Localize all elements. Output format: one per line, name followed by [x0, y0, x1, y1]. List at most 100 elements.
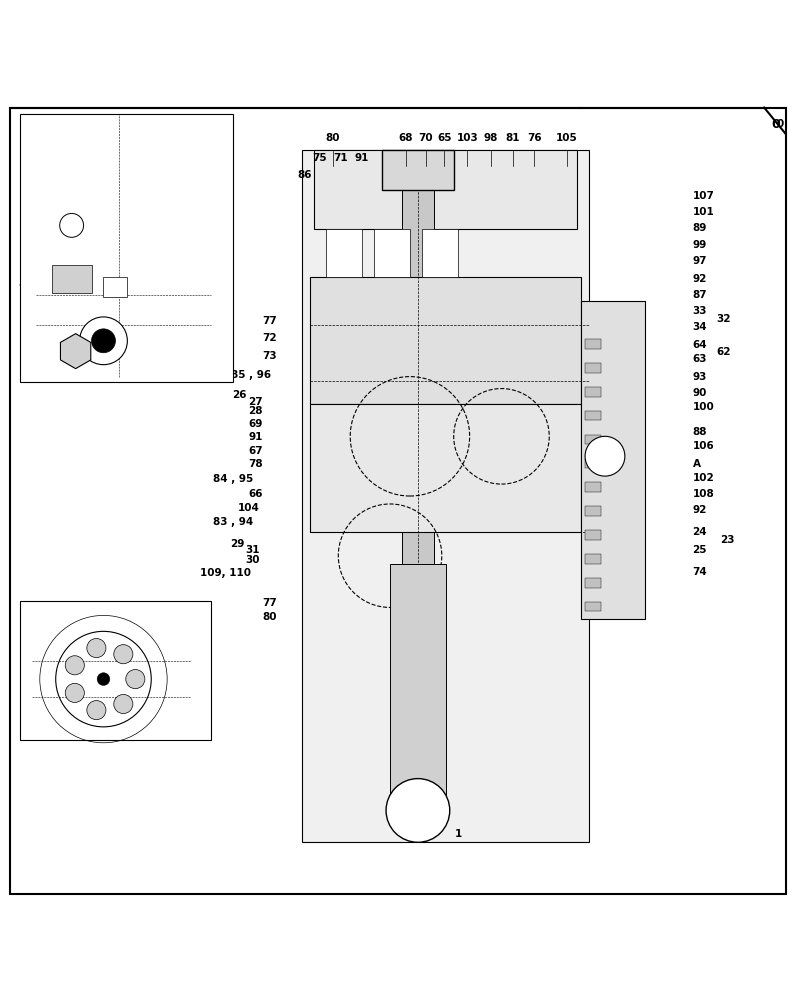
Text: 88: 88 [693, 427, 707, 437]
Text: 71: 71 [334, 153, 348, 163]
Text: 27: 27 [248, 397, 263, 407]
Text: 23: 23 [720, 535, 735, 545]
Text: 79: 79 [108, 610, 123, 620]
Text: 30: 30 [246, 555, 260, 565]
Text: 63: 63 [693, 354, 707, 364]
Text: 103: 103 [456, 133, 478, 143]
Text: 76: 76 [527, 133, 541, 143]
Bar [585, 435, 601, 444]
Text: 62: 62 [716, 347, 731, 357]
Text: 66: 66 [248, 489, 263, 499]
Text: 67: 67 [248, 446, 263, 456]
Text: 40: 40 [146, 207, 160, 217]
Text: 78: 78 [248, 459, 263, 469]
Bar [422, 229, 458, 277]
Text: 80: 80 [263, 612, 277, 622]
Text: 91: 91 [248, 432, 263, 442]
Text: 84 , 95: 84 , 95 [213, 474, 253, 484]
Circle shape [80, 317, 127, 365]
Text: 34: 34 [693, 322, 707, 332]
Text: 106: 106 [693, 441, 714, 451]
Text: 77: 77 [262, 598, 277, 608]
Bar [310, 404, 581, 532]
Circle shape [65, 656, 84, 675]
Bar [581, 301, 645, 619]
Text: 99: 99 [693, 240, 707, 250]
Text: A: A [693, 459, 700, 469]
Text: 1: 1 [455, 829, 462, 839]
Text: 28: 28 [248, 406, 263, 416]
Text: 35: 35 [18, 278, 33, 288]
Text: 73: 73 [263, 351, 277, 361]
Bar [585, 530, 601, 540]
Bar [314, 150, 577, 229]
Text: 82: 82 [72, 610, 87, 620]
Text: 77: 77 [262, 316, 277, 326]
Circle shape [97, 673, 110, 685]
Text: 97: 97 [693, 256, 707, 266]
Text: 108: 108 [693, 489, 714, 499]
Text: 80: 80 [326, 133, 340, 143]
Text: 81: 81 [505, 133, 520, 143]
Text: 24: 24 [693, 527, 707, 537]
Text: 107: 107 [693, 191, 714, 201]
Text: 68: 68 [399, 133, 413, 143]
Text: 105: 105 [556, 133, 578, 143]
Circle shape [87, 639, 106, 658]
Bar [585, 387, 601, 397]
Text: 102: 102 [693, 473, 714, 483]
Circle shape [386, 779, 450, 842]
Text: 101: 101 [693, 207, 714, 217]
Text: 65: 65 [437, 133, 451, 143]
Bar [103, 277, 127, 297]
Bar [52, 265, 92, 293]
Text: 91: 91 [355, 153, 369, 163]
Text: 41: 41 [42, 224, 57, 234]
Text: 90: 90 [693, 388, 707, 398]
Circle shape [65, 683, 84, 702]
Text: 70: 70 [419, 133, 433, 143]
Text: 39: 39 [132, 191, 146, 201]
Text: 25: 25 [693, 545, 707, 555]
Bar [310, 277, 581, 404]
Bar [585, 363, 601, 373]
Bar [585, 506, 601, 516]
Text: 37: 37 [30, 268, 45, 278]
Bar [20, 601, 211, 740]
Bar [390, 564, 446, 818]
Text: A: A [134, 369, 142, 379]
Bar [302, 150, 589, 842]
Text: 100: 100 [693, 402, 714, 412]
Text: 26: 26 [232, 390, 247, 400]
Bar [20, 114, 233, 382]
Bar [585, 578, 601, 588]
Text: 83 , 94: 83 , 94 [213, 517, 253, 527]
Text: 43: 43 [30, 328, 45, 338]
Text: 36: 36 [30, 294, 45, 304]
Text: 92: 92 [693, 274, 707, 284]
Circle shape [126, 670, 145, 689]
Circle shape [114, 645, 133, 664]
Text: 0: 0 [772, 118, 780, 131]
Text: 42: 42 [116, 207, 131, 217]
Text: 31: 31 [246, 545, 260, 555]
Polygon shape [60, 334, 91, 369]
Circle shape [87, 701, 106, 720]
Circle shape [114, 694, 133, 714]
Text: 64: 64 [693, 340, 707, 350]
Text: 29: 29 [230, 539, 244, 549]
Circle shape [92, 329, 115, 353]
Text: 75: 75 [313, 153, 327, 163]
Text: 93: 93 [693, 372, 707, 382]
Circle shape [60, 213, 84, 237]
Text: 72: 72 [263, 333, 277, 343]
Circle shape [585, 436, 625, 476]
Bar [374, 229, 410, 277]
Bar [585, 482, 601, 492]
Text: 92: 92 [693, 505, 707, 515]
Bar [585, 339, 601, 349]
Text: B: B [107, 726, 115, 736]
Text: 86: 86 [298, 170, 312, 180]
Text: 0: 0 [776, 119, 783, 129]
Bar [326, 229, 362, 277]
